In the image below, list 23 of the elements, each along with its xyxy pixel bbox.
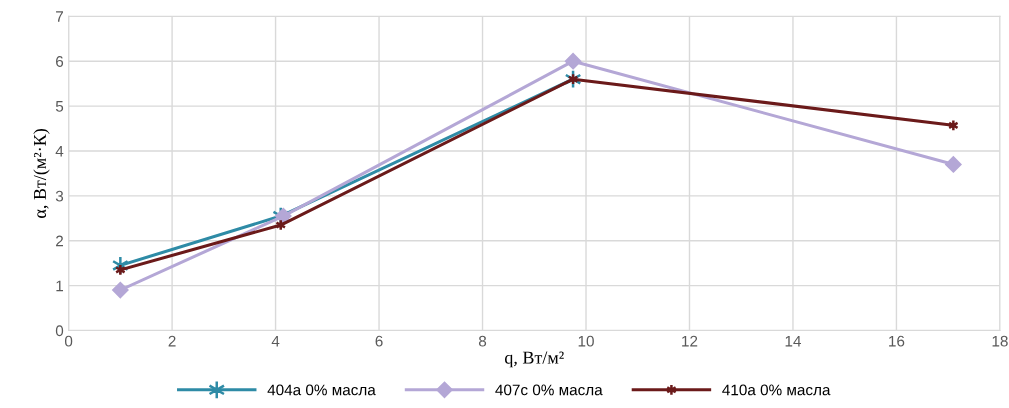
y-tick-label: 1: [56, 280, 64, 292]
y-axis-title: α, Вт/(м²·К): [33, 129, 50, 218]
x-tick-label: 10: [578, 335, 594, 347]
legend-label: 410a 0% масла: [722, 384, 831, 396]
x-tick-label: 14: [785, 335, 802, 347]
x-tick-label: 6: [375, 335, 383, 347]
y-tick-label: 6: [56, 56, 64, 67]
x-tick-label: 4: [271, 335, 280, 347]
x-tick-label: 16: [889, 335, 905, 347]
y-tick-label: 3: [55, 190, 64, 202]
y-tick-label: 7: [56, 11, 63, 22]
legend-label: 404a 0% масла: [267, 384, 376, 396]
x-tick-label: 2: [168, 335, 176, 347]
x-tick-label: 18: [992, 335, 1008, 347]
y-tick-label: 0: [55, 325, 64, 337]
legend-label: 407c 0% масла: [495, 384, 603, 396]
x-axis-title: q, Вт/м²: [504, 351, 564, 368]
x-tick-label: 0: [64, 335, 73, 347]
y-tick-label: 5: [55, 101, 64, 112]
x-tick-label: 12: [682, 335, 698, 347]
y-tick-label: 2: [56, 235, 63, 247]
y-tick-label: 4: [55, 145, 64, 157]
x-tick-label: 8: [478, 335, 487, 347]
